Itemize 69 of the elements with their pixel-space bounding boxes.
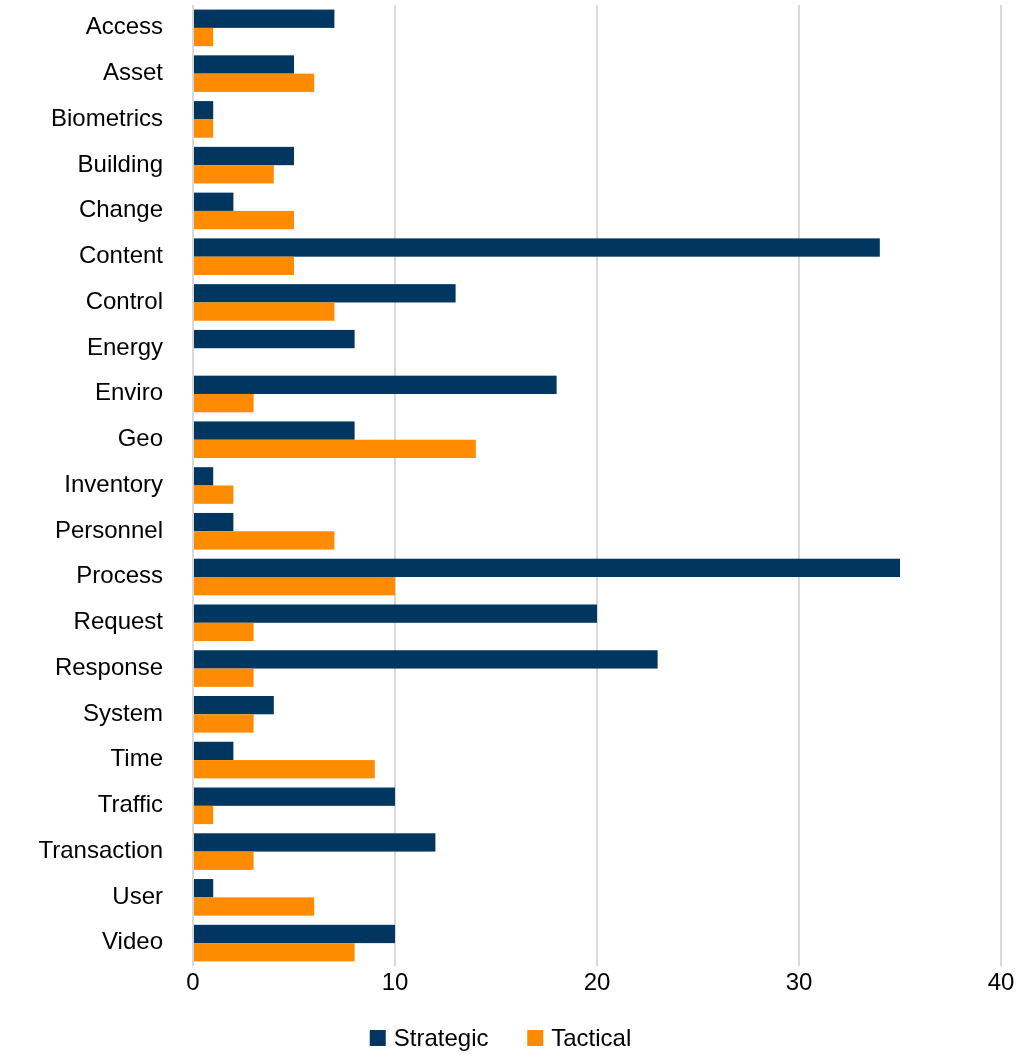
y-tick-label: Inventory (64, 469, 163, 497)
bar (193, 897, 315, 916)
bar (193, 879, 214, 898)
bar (193, 714, 254, 733)
bar (193, 284, 456, 303)
y-tick-label: Request (73, 607, 164, 635)
bar (193, 375, 557, 394)
bar (193, 302, 335, 321)
legend-label: Strategic (393, 1024, 489, 1052)
y-tick-label: Asset (102, 57, 164, 85)
x-tick-label: 0 (186, 968, 200, 995)
y-tick-label: Response (54, 652, 163, 680)
y-tick-label: Video (102, 927, 163, 955)
bar (193, 119, 214, 138)
bar (193, 421, 355, 440)
bar (193, 238, 880, 257)
y-tick-label: Geo (117, 424, 163, 452)
y-tick-label: Biometrics (50, 103, 163, 131)
y-tick-label: Traffic (97, 790, 163, 818)
y-tick-label: Process (76, 561, 163, 589)
y-tick-label: Building (77, 149, 163, 177)
legend-label: Tactical (551, 1024, 632, 1052)
y-tick-label: Control (85, 286, 163, 314)
bar (193, 650, 658, 669)
bar (193, 833, 436, 852)
bar (193, 393, 254, 413)
y-tick-label: Energy (86, 332, 163, 360)
bar (193, 27, 214, 47)
bar (193, 668, 254, 687)
bar (193, 210, 294, 230)
bar (193, 101, 214, 120)
bar (193, 256, 294, 275)
y-tick-label: Personnel (54, 515, 163, 543)
y-tick-label: Change (78, 195, 163, 223)
y-tick-label: Enviro (94, 378, 163, 406)
bar (193, 165, 274, 184)
bar (193, 577, 395, 596)
bar (193, 467, 214, 486)
bar (193, 192, 234, 211)
bar (193, 439, 476, 459)
bar (193, 73, 315, 92)
bar (193, 329, 355, 349)
bar (193, 760, 375, 779)
y-tick-label: System (82, 698, 163, 726)
bar (193, 558, 900, 578)
bar (193, 622, 254, 642)
bar (193, 531, 335, 550)
bar (193, 146, 294, 166)
bar (193, 924, 395, 944)
y-tick-label: Transaction (38, 835, 163, 863)
y-tick-label: User (112, 881, 164, 909)
bar (193, 851, 254, 870)
bar (193, 805, 214, 825)
bar (193, 741, 234, 761)
y-tick-label: Time (110, 744, 163, 772)
bar (193, 485, 234, 504)
y-tick-label: Content (78, 241, 164, 269)
bar (193, 787, 395, 806)
bar (193, 604, 597, 623)
x-tick-label: 10 (381, 968, 409, 995)
bar (193, 696, 274, 715)
x-tick-label: 40 (987, 968, 1015, 995)
x-tick-label: 30 (785, 968, 813, 995)
bar (193, 512, 234, 532)
bar (193, 9, 335, 28)
x-tick-label: 20 (583, 968, 611, 995)
bar (193, 943, 355, 962)
bar (193, 55, 294, 74)
y-tick-label: Access (85, 12, 163, 40)
